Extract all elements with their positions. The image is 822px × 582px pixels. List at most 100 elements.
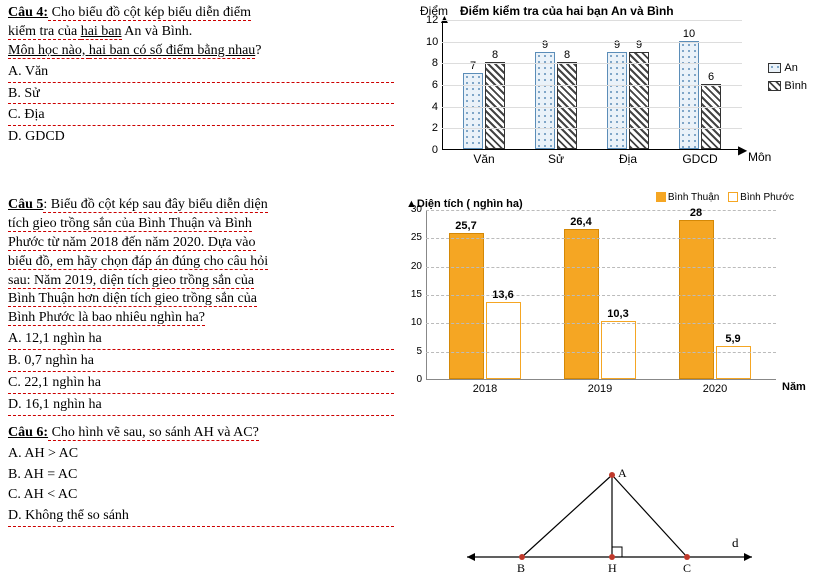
c2-vallab: 26,4	[563, 216, 599, 228]
c1-catlab: GDCD	[675, 152, 725, 166]
c1-bar-an	[607, 52, 627, 150]
diag6-svg: A B H C d	[462, 467, 762, 577]
c1-bar-an	[535, 52, 555, 150]
c1-ytick: 0	[426, 144, 438, 156]
c2-vallab: 25,7	[448, 220, 484, 232]
q6-opt-d: D. Không thể so sánh	[8, 507, 394, 527]
c1-ytick: 8	[426, 57, 438, 69]
q6-opt-c: C. AH < AC	[8, 486, 394, 505]
q4-text: Câu 4: Cho biểu đồ cột kép biểu diễn điể…	[0, 0, 400, 174]
c2-bar-bp	[716, 346, 751, 379]
c1-bar-an	[679, 41, 699, 149]
c2-vallab: 5,9	[715, 333, 751, 345]
c2-ytick: 15	[408, 289, 422, 300]
q4-opt-b: B. Sử	[8, 85, 394, 105]
q5-opt-d: D. 16,1 nghìn ha	[8, 396, 394, 416]
q6-t: Cho hình vẽ sau, so sánh AH và AC?	[48, 425, 259, 441]
chart1-col: Điểm Điểm kiểm tra của hai bạn An và Bìn…	[400, 0, 822, 174]
pt-B: B	[517, 561, 525, 575]
chart2-col: Bình Thuận Bình Phước ▲Diện tích ( nghìn…	[400, 192, 822, 420]
q5-l7: Bình Phước là bao nhiêu nghìn ha?	[8, 310, 205, 326]
c1-ytick: 10	[426, 36, 438, 48]
q5-l6: Bình Thuận hơn diện tích gieo trồng sắn …	[8, 291, 257, 307]
c2-ytick: 30	[408, 204, 422, 215]
c1-vallab: 10	[679, 28, 699, 40]
q5-opt-c: C. 22,1 nghìn ha	[8, 374, 394, 394]
c1-ytick: 6	[426, 79, 438, 91]
q6-label: Câu 6:	[8, 425, 48, 440]
c2-vallab: 28	[678, 207, 714, 219]
c1-legend-an: An	[768, 62, 807, 74]
q4-l2c: An và Bình.	[122, 24, 193, 39]
q4-label: Câu 4:	[8, 5, 48, 20]
c1-ytick: 4	[426, 101, 438, 113]
c2-bar-bt	[564, 229, 599, 379]
pt-A: A	[618, 467, 627, 480]
c2-ytick: 25	[408, 232, 422, 243]
q4-l3b: hai ban có số điểm bằng nhau	[89, 43, 255, 59]
c1-vallab: 9	[629, 39, 649, 51]
line-d: d	[732, 535, 739, 550]
c1-vallab: 8	[485, 49, 505, 61]
q4-opts: A. Văn B. Sử C. Địa D. GDCD	[8, 63, 394, 148]
c1-bar-bi	[629, 52, 649, 150]
c2-catlab: 2020	[670, 383, 760, 395]
q4-l2a: kiểm tra của	[8, 24, 81, 40]
c1-vallab: 6	[701, 71, 721, 83]
row-q5: Câu 5: Biểu đồ cột kép sau đây biểu diễn…	[0, 192, 822, 420]
q5-l3: Phước từ năm 2018 đến năm 2020. Dựa vào	[8, 235, 256, 251]
c1-bar-bi	[701, 84, 721, 149]
c2-xlabel: Năm	[782, 381, 806, 393]
q5-opts: A. 12,1 nghìn ha B. 0,7 nghìn ha C. 22,1…	[8, 330, 394, 416]
q6-opts: A. AH > AC B. AH = AC C. AH < AC D. Khôn…	[8, 445, 394, 528]
c1-ytick: 2	[426, 122, 438, 134]
c2-vallab: 13,6	[485, 289, 521, 301]
c2-ytick: 20	[408, 261, 422, 272]
c1-catlab: Văn	[459, 152, 509, 166]
row-q4: Câu 4: Cho biểu đồ cột kép biểu diễn điể…	[0, 0, 822, 174]
swatch-an-icon	[768, 63, 781, 73]
q5-l1: : Biểu đồ cột kép sau đây biểu diễn diện	[43, 197, 267, 213]
c1-catlab: Sử	[531, 152, 581, 166]
q6-opt-b: B. AH = AC	[8, 466, 394, 485]
c1-vallab: 7	[463, 60, 483, 72]
c2-bar-bp	[601, 321, 636, 379]
c2-catlab: 2018	[440, 383, 530, 395]
c1-legend-bi: Bình	[768, 80, 807, 92]
q5-text: Câu 5: Biểu đồ cột kép sau đây biểu diễn…	[0, 192, 400, 420]
q4-l1: Cho biểu đồ cột kép biểu diễn điểm	[48, 5, 251, 21]
q6-opt-a: A. AH > AC	[8, 445, 394, 464]
q5-l4: biểu đồ, em hãy chọn đáp án đúng cho câu…	[8, 254, 268, 270]
q4-l2b: hai ban	[81, 24, 122, 40]
pt-C: C	[683, 561, 691, 575]
diag6: A B H C d	[462, 467, 762, 577]
q5-l2: tích gieo trồng sắn của Bình Thuận và Bì…	[8, 216, 252, 232]
q5-opt-b: B. 0,7 nghìn ha	[8, 352, 394, 372]
c2-title: ▲Diện tích ( nghìn ha)	[406, 198, 523, 210]
q5-label: Câu 5	[8, 197, 43, 212]
q4-opt-c: C. Địa	[8, 106, 394, 126]
c1-xlabel: Môn	[748, 150, 771, 164]
c1-title: Điểm kiểm tra của hai bạn An và Bình	[460, 4, 674, 18]
c2-ytick: 5	[408, 346, 422, 357]
q4-opt-a: A. Văn	[8, 63, 394, 83]
c2-catlab: 2019	[555, 383, 645, 395]
q5-opt-a: A. 12,1 nghìn ha	[8, 330, 394, 350]
c2-ytick: 0	[408, 374, 422, 385]
c1-vallab: 9	[535, 39, 555, 51]
pt-H: H	[608, 561, 617, 575]
q4-opt-d: D. GDCD	[8, 128, 394, 147]
c2-bar-bt	[449, 233, 484, 379]
c2-vallab: 10,3	[600, 308, 636, 320]
q4-l3a: Môn học nào,	[8, 43, 89, 59]
chart2: ▲Diện tích ( nghìn ha) Năm 0 5 10 15 20 25 30 2…	[400, 198, 810, 408]
c1-legend: An Bình	[768, 62, 807, 92]
c2-bar-bt	[679, 220, 714, 379]
q5-l5: sau: Năm 2019, diện tích gieo trồng sắn …	[8, 273, 254, 289]
chart1: Điểm Điểm kiểm tra của hai bạn An và Bìn…	[400, 2, 795, 172]
c1-catlab: Địa	[603, 152, 653, 166]
c1-vallab: 9	[607, 39, 627, 51]
c1-ytick: 12	[426, 14, 438, 26]
c1-vallab: 8	[557, 49, 577, 61]
c2-ytick: 10	[408, 317, 422, 328]
